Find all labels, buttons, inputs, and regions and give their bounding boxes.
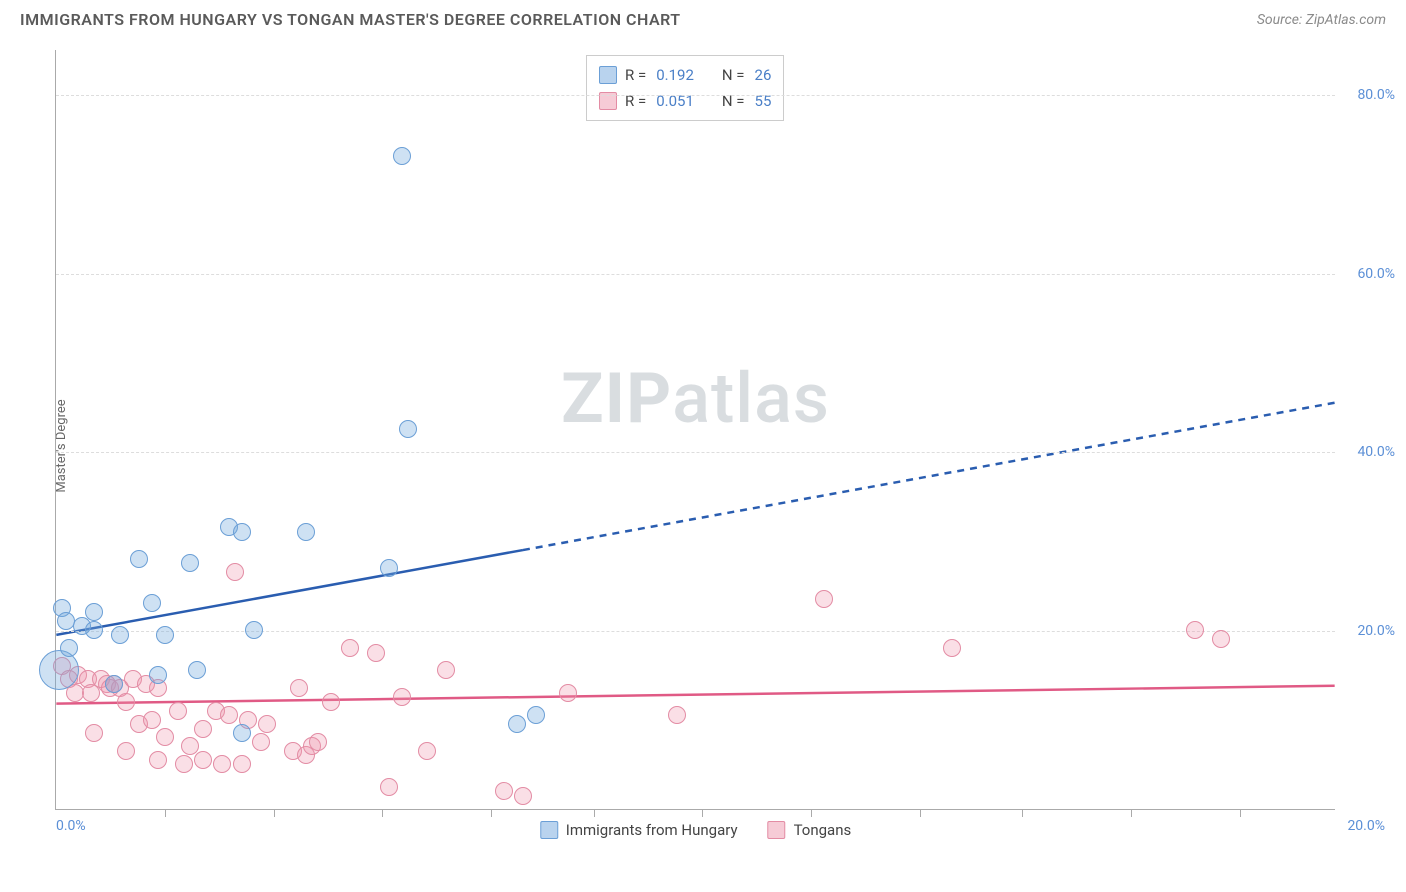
scatter-point-tongans [1186, 621, 1204, 639]
scatter-point-tongans [233, 755, 251, 773]
scatter-point-hungary [111, 626, 129, 644]
y-tick-label: 20.0% [1340, 623, 1395, 639]
scatter-point-tongans [380, 778, 398, 796]
x-tick [1131, 809, 1132, 817]
scatter-point-tongans [943, 639, 961, 657]
scatter-point-tongans [393, 688, 411, 706]
y-tick-label: 40.0% [1340, 444, 1395, 460]
x-tick [491, 809, 492, 817]
scatter-point-tongans [815, 590, 833, 608]
scatter-point-hungary [233, 523, 251, 541]
scatter-point-hungary [188, 661, 206, 679]
scatter-point-tongans [226, 563, 244, 581]
legend-row-series-a: R = 0.192 N = 26 [599, 62, 771, 88]
scatter-point-tongans [213, 755, 231, 773]
scatter-point-hungary [245, 621, 263, 639]
series-label-b: Tongans [794, 821, 852, 839]
scatter-point-tongans [559, 684, 577, 702]
scatter-point-hungary [181, 554, 199, 572]
scatter-point-tongans [341, 639, 359, 657]
scatter-point-hungary [233, 724, 251, 742]
x-tick [382, 809, 383, 817]
scatter-point-tongans [495, 782, 513, 800]
y-tick-label: 80.0% [1340, 87, 1395, 103]
x-tick [1240, 809, 1241, 817]
scatter-point-tongans [149, 751, 167, 769]
legend-n-value-a: 26 [755, 66, 772, 84]
trend-lines-svg [56, 50, 1335, 809]
series-legend-item-a: Immigrants from Hungary [540, 821, 738, 839]
source-value: ZipAtlas.com [1306, 12, 1386, 28]
scatter-point-hungary [380, 559, 398, 577]
scatter-point-tongans [117, 693, 135, 711]
trend-line [56, 686, 1334, 704]
scatter-point-tongans [309, 733, 327, 751]
x-tick [274, 809, 275, 817]
x-tick [920, 809, 921, 817]
scatter-point-hungary [85, 603, 103, 621]
scatter-point-hungary [85, 621, 103, 639]
scatter-point-tongans [252, 733, 270, 751]
scatter-point-hungary [156, 626, 174, 644]
correlation-legend-box: R = 0.192 N = 26 R = 0.051 N = 55 [586, 55, 784, 121]
scatter-point-hungary [105, 675, 123, 693]
scatter-point-hungary [393, 147, 411, 165]
scatter-point-tongans [194, 751, 212, 769]
scatter-point-tongans [437, 661, 455, 679]
series-legend-item-b: Tongans [768, 821, 852, 839]
x-tick [702, 809, 703, 817]
legend-n-label-a: N = [722, 66, 745, 84]
legend-swatch-a [599, 66, 617, 84]
legend-row-series-b: R = 0.051 N = 55 [599, 88, 771, 114]
trend-line [523, 403, 1335, 550]
scatter-point-tongans [668, 706, 686, 724]
source-label: Source: [1257, 12, 1302, 28]
scatter-point-hungary [297, 523, 315, 541]
scatter-point-tongans [220, 706, 238, 724]
scatter-point-hungary [39, 650, 79, 690]
series-swatch-a [540, 821, 558, 839]
scatter-point-tongans [322, 693, 340, 711]
series-label-a: Immigrants from Hungary [566, 821, 738, 839]
scatter-point-hungary [143, 594, 161, 612]
x-tick [594, 809, 595, 817]
scatter-point-tongans [117, 742, 135, 760]
x-axis-max-label: 20.0% [1347, 818, 1385, 834]
scatter-point-tongans [85, 724, 103, 742]
scatter-point-tongans [418, 742, 436, 760]
legend-r-value-a: 0.192 [656, 66, 694, 84]
x-tick [1022, 809, 1023, 817]
scatter-point-hungary [527, 706, 545, 724]
x-tick [165, 809, 166, 817]
scatter-point-tongans [514, 787, 532, 805]
gridline-h [56, 95, 1335, 96]
scatter-point-hungary [60, 639, 78, 657]
y-tick-label: 60.0% [1340, 266, 1395, 282]
gridline-h [56, 452, 1335, 453]
scatter-point-tongans [169, 702, 187, 720]
gridline-h [56, 274, 1335, 275]
legend-r-label-a: R = [625, 66, 646, 84]
x-axis-min-label: 0.0% [56, 818, 86, 834]
scatter-point-tongans [258, 715, 276, 733]
scatter-point-tongans [290, 679, 308, 697]
scatter-point-tongans [194, 720, 212, 738]
scatter-point-tongans [367, 644, 385, 662]
scatter-point-tongans [1212, 630, 1230, 648]
scatter-point-hungary [149, 666, 167, 684]
scatter-point-hungary [130, 550, 148, 568]
scatter-point-hungary [399, 420, 417, 438]
chart-header: IMMIGRANTS FROM HUNGARY VS TONGAN MASTER… [0, 0, 1406, 34]
scatter-point-tongans [175, 755, 193, 773]
series-swatch-b [768, 821, 786, 839]
scatter-point-tongans [156, 728, 174, 746]
series-legend: Immigrants from Hungary Tongans [540, 821, 851, 839]
chart-title: IMMIGRANTS FROM HUNGARY VS TONGAN MASTER… [20, 10, 681, 29]
scatter-plot-area: ZIPatlas R = 0.192 N = 26 R = 0.051 N = … [55, 50, 1335, 810]
trend-line [56, 550, 523, 635]
scatter-point-hungary [508, 715, 526, 733]
scatter-point-tongans [143, 711, 161, 729]
x-tick [811, 809, 812, 817]
source-credit: Source: ZipAtlas.com [1257, 12, 1386, 28]
